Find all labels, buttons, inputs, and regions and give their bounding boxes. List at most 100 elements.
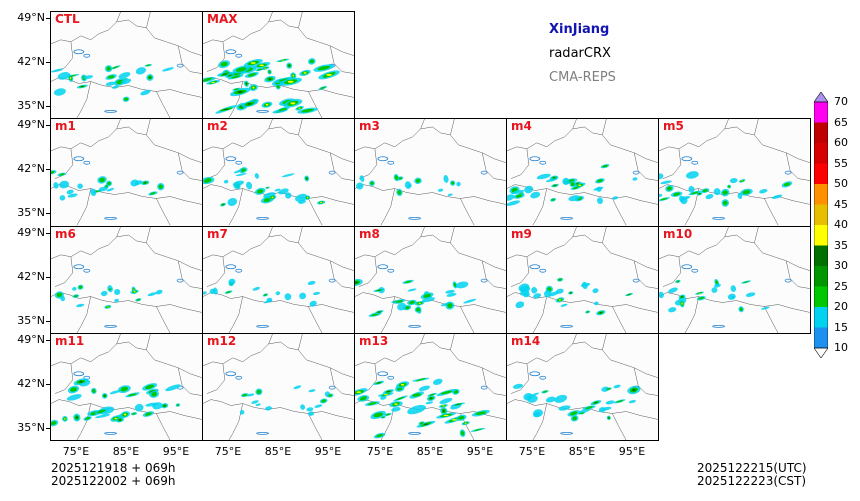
legend-source: CMA-REPS: [549, 70, 616, 85]
panel-label: m4: [511, 119, 532, 134]
colorbar-segment: [814, 327, 828, 348]
y-tick-label: 42°N: [17, 55, 45, 68]
colorbar-tick-label: 50: [834, 177, 848, 190]
map-panel-m9: m9: [506, 225, 659, 334]
x-tick-label: 95°E: [618, 445, 646, 459]
y-tick-mark: [46, 339, 50, 341]
colorbar-segment: [814, 266, 828, 287]
colorbar-extend-max: [814, 92, 828, 103]
y-tick-mark: [46, 232, 50, 234]
panel-label: m11: [55, 333, 85, 348]
panel-label: m9: [511, 226, 532, 241]
colorbar-tick-label: 15: [834, 320, 848, 334]
map-panel-ctl: CTL: [50, 11, 203, 120]
map-panel-m1: m1: [50, 118, 203, 227]
colorbar-segment: [814, 307, 828, 328]
colorbar-segment: [814, 122, 828, 143]
y-tick-label: 35°N: [17, 99, 45, 112]
map-panel-m6: m6: [50, 225, 203, 334]
panel-label: m12: [207, 333, 237, 348]
map-panel-m13: m13: [354, 332, 507, 442]
y-tick-label: 42°N: [17, 376, 45, 390]
y-tick-label: 42°N: [17, 162, 45, 176]
x-tick-label: 75°E: [518, 445, 546, 459]
x-tick-label: 75°E: [214, 445, 242, 459]
y-tick-mark: [46, 383, 50, 385]
map-panel-m10: m10: [658, 225, 811, 334]
panel-label: m6: [55, 226, 76, 241]
x-tick-label: 95°E: [466, 445, 494, 459]
map-panel-m12: m12: [202, 332, 355, 442]
y-tick-label: 49°N: [17, 118, 45, 132]
colorbar-segment: [814, 225, 828, 246]
map-panel-max: MAX: [202, 11, 355, 120]
panel-label: m3: [359, 119, 380, 134]
colorbar-frame: [814, 101, 828, 349]
y-tick-mark: [46, 18, 50, 19]
panel-label: m7: [207, 226, 228, 241]
colorbar-tick-label: 65: [834, 115, 848, 129]
panel-label: m2: [207, 119, 228, 134]
y-tick-label: 35°N: [17, 206, 45, 220]
map-panel-m14: m14: [506, 332, 659, 442]
panel-label: m14: [511, 333, 541, 348]
panel-label: m8: [359, 226, 380, 241]
x-tick-label: 75°E: [366, 445, 394, 459]
panel-label: m1: [55, 119, 76, 134]
map-panel-m8: m8: [354, 225, 507, 334]
y-tick-mark: [46, 320, 50, 322]
map-panel-m3: m3: [354, 118, 507, 227]
y-tick-label: 49°N: [17, 225, 45, 239]
panel-label: m10: [663, 226, 693, 241]
colorbar-tick-label: 55: [834, 156, 848, 170]
map-panel-m5: m5: [658, 118, 811, 227]
x-tick-label: 85°E: [264, 445, 292, 459]
colorbar-tick-label: 45: [834, 197, 848, 211]
x-tick-label: 85°E: [416, 445, 444, 459]
x-tick-label: 85°E: [568, 445, 596, 459]
colorbar-tick-label: 35: [834, 238, 848, 252]
colorbar-segment: [814, 143, 828, 164]
y-tick-mark: [46, 106, 50, 107]
y-tick-mark: [46, 427, 50, 429]
y-tick-mark: [46, 213, 50, 215]
y-tick-label: 35°N: [17, 313, 45, 327]
colorbar-tick-label: 25: [834, 279, 848, 293]
colorbar-segment: [814, 102, 828, 123]
colorbar-extend-min: [814, 347, 828, 358]
y-tick-mark: [46, 62, 50, 63]
panel-label: m13: [359, 333, 389, 348]
map-panel-m4: m4: [506, 118, 659, 227]
y-tick-label: 49°N: [17, 332, 45, 346]
colorbar-tick-label: 20: [834, 300, 848, 313]
map-panel-m7: m7: [202, 225, 355, 334]
y-tick-label: 49°N: [17, 11, 45, 24]
init-time-utc: 2025121918 + 069h: [51, 461, 176, 475]
colorbar-tick-label: 30: [834, 259, 848, 272]
colorbar: [814, 92, 828, 358]
y-tick-label: 42°N: [17, 269, 45, 283]
map-panel-m11: m11: [50, 332, 203, 442]
y-tick-label: 35°N: [17, 420, 45, 434]
x-tick-label: 95°E: [314, 445, 342, 459]
colorbar-segment: [814, 204, 828, 225]
colorbar-tick-label: 40: [834, 218, 848, 231]
init-time-cst: 2025122002 + 069h: [51, 474, 176, 488]
colorbar-segment: [814, 163, 828, 184]
x-tick-label: 85°E: [112, 445, 140, 459]
colorbar-segment: [814, 286, 828, 307]
valid-time-utc: 2025122215(UTC): [697, 461, 807, 475]
x-tick-label: 75°E: [62, 445, 90, 459]
colorbar-segment: [814, 184, 828, 205]
panel-label: CTL: [55, 12, 80, 26]
x-tick-label: 95°E: [162, 445, 190, 459]
panel-label: MAX: [207, 12, 238, 26]
y-tick-mark: [46, 125, 50, 127]
colorbar-tick-label: 10: [834, 341, 848, 354]
panel-label: m5: [663, 119, 684, 134]
colorbar-tick-label: 70: [834, 95, 848, 108]
valid-time-cst: 2025122223(CST): [697, 474, 807, 488]
colorbar-tick-label: 60: [834, 136, 848, 149]
y-tick-mark: [46, 276, 50, 278]
colorbar-segment: [814, 245, 828, 266]
